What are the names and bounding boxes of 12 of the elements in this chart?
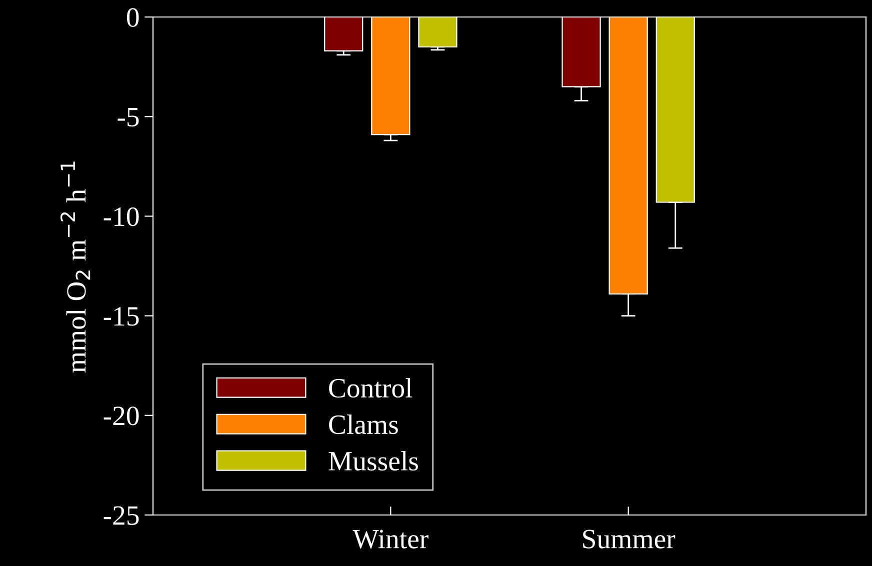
y-tick-label: -25 [104,506,139,525]
legend-label: Mussels [328,451,418,471]
y-axis-title: mmol O$_{2}$ m$^{−2}$ h$^{−1}$ [60,162,90,372]
y-tick-label: -10 [104,207,139,226]
y-tick-label: -5 [118,108,139,127]
y-tick-label: 0 [126,8,139,27]
x-tick-label: Winter [352,530,428,549]
x-tick-label: Summer [583,530,676,548]
legend-label: Control [329,378,412,398]
legend-label: Clams [329,414,398,434]
y-tick-label: -15 [104,307,139,326]
y-tick-label: -20 [104,406,139,426]
